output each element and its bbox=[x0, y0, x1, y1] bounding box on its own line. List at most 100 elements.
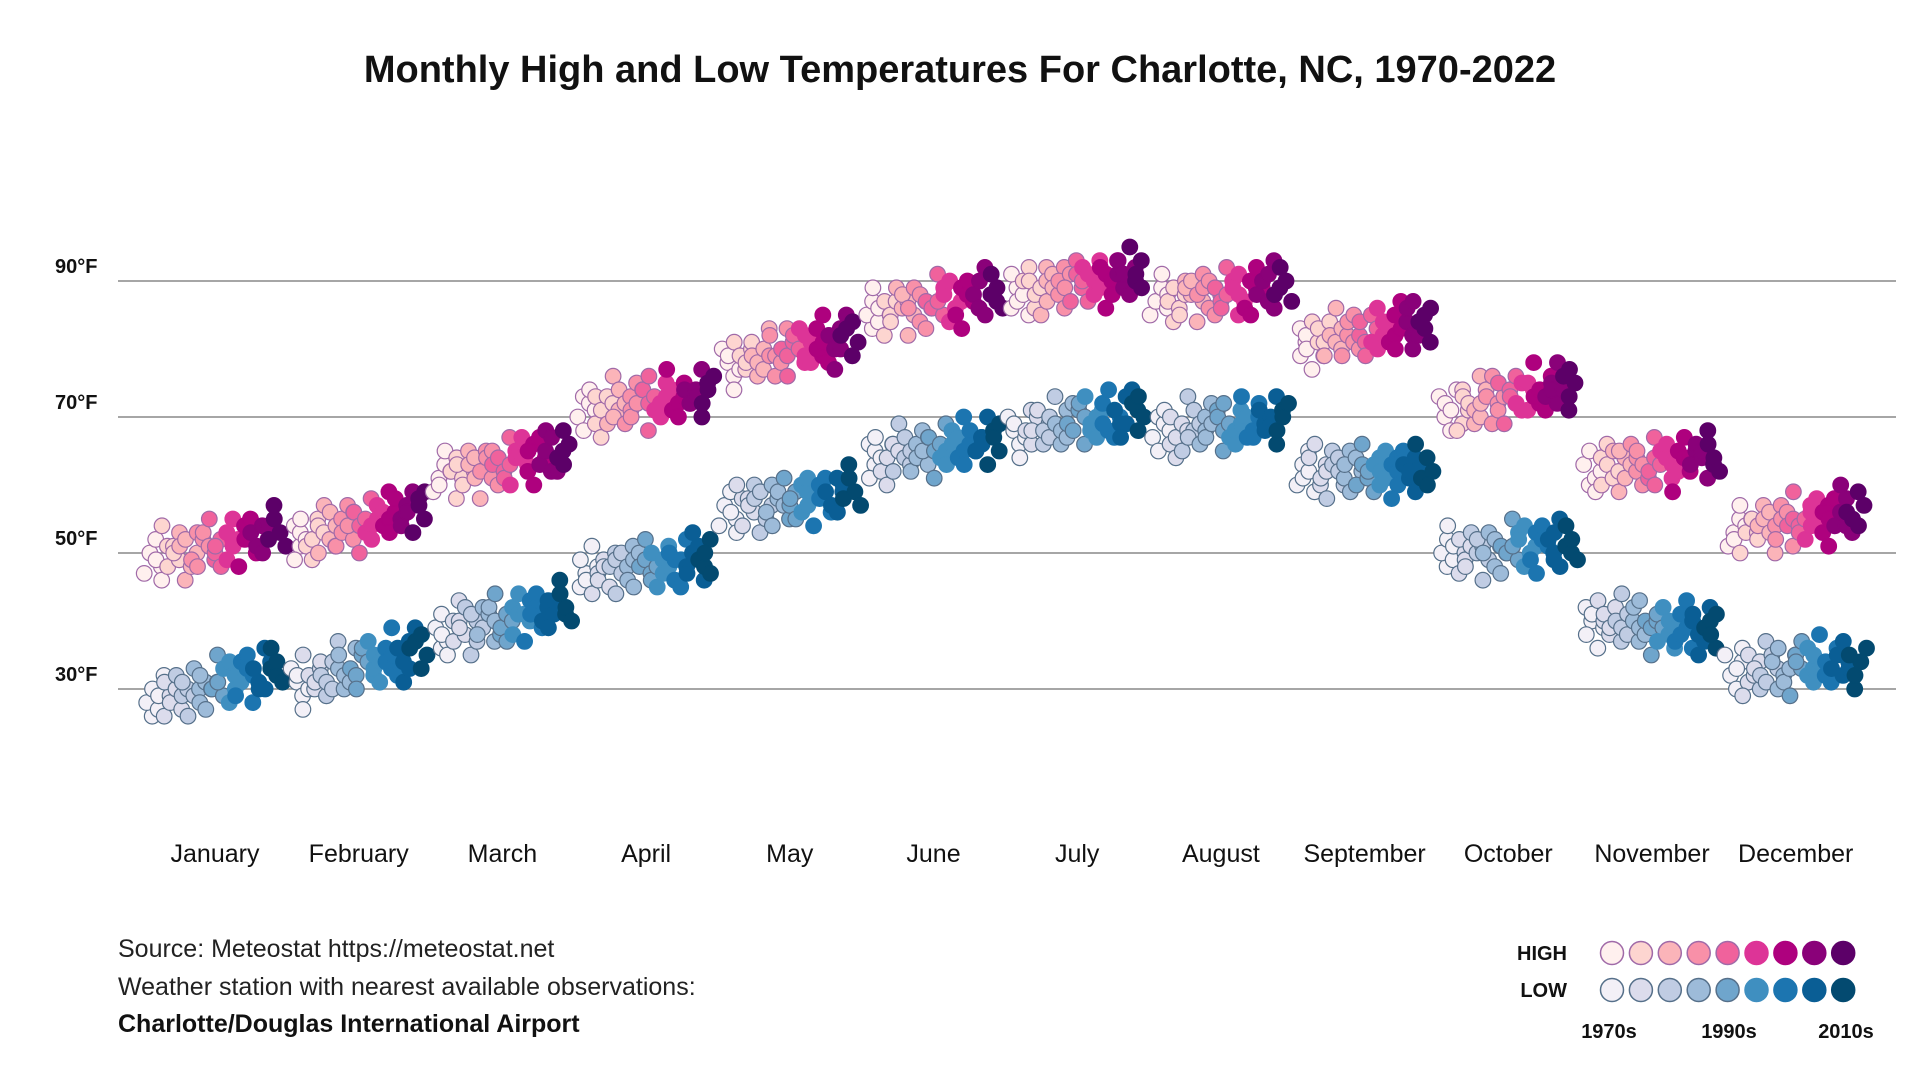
low-point bbox=[294, 646, 312, 664]
x-axis-month-labels: January February March April May June July Augu… bbox=[171, 840, 1854, 868]
high-point bbox=[1171, 306, 1188, 324]
low-point bbox=[1707, 605, 1725, 623]
high-point bbox=[1784, 483, 1802, 501]
high-point bbox=[1133, 279, 1150, 297]
low-point bbox=[238, 646, 256, 664]
low-point bbox=[1858, 639, 1875, 657]
high-point bbox=[153, 517, 171, 535]
low-point bbox=[1094, 415, 1112, 433]
legend-high-swatch bbox=[1773, 940, 1798, 966]
low-point bbox=[1684, 605, 1702, 623]
low-point bbox=[1728, 660, 1746, 677]
low-point bbox=[1100, 381, 1117, 399]
low-point bbox=[607, 585, 625, 603]
month-label: August bbox=[1182, 840, 1260, 868]
high-point bbox=[1277, 272, 1295, 290]
legend-low-swatch bbox=[1830, 977, 1856, 1003]
high-point bbox=[988, 279, 1006, 297]
low-point bbox=[696, 544, 714, 562]
legend-low-swatch bbox=[1773, 977, 1798, 1003]
low-point bbox=[1734, 687, 1752, 705]
legend-high-swatch bbox=[1599, 940, 1625, 966]
legend-high-swatch bbox=[1657, 940, 1683, 966]
low-point bbox=[1280, 395, 1297, 412]
high-point bbox=[200, 510, 218, 528]
low-point bbox=[1642, 646, 1660, 664]
high-point bbox=[1646, 476, 1664, 494]
high-point bbox=[1561, 361, 1578, 378]
high-point bbox=[761, 327, 779, 344]
month-label: November bbox=[1594, 840, 1709, 868]
month-label: April bbox=[621, 840, 671, 868]
low-point bbox=[371, 673, 389, 691]
low-point bbox=[1492, 565, 1510, 582]
high-point bbox=[351, 544, 368, 562]
low-point bbox=[418, 646, 436, 664]
high-point bbox=[1422, 299, 1439, 317]
low-point bbox=[775, 469, 793, 487]
low-point bbox=[1781, 687, 1799, 705]
high-point bbox=[430, 476, 448, 494]
high-point bbox=[640, 422, 657, 440]
high-point bbox=[555, 456, 572, 474]
high-point bbox=[1442, 401, 1460, 419]
y-tick-label: 50°F bbox=[55, 528, 97, 550]
low-point bbox=[1318, 490, 1336, 508]
high-point bbox=[1495, 415, 1513, 433]
legend-high-swatch bbox=[1744, 940, 1769, 966]
legend-decade-1990s: 1990s bbox=[1701, 1021, 1757, 1043]
low-point bbox=[274, 673, 292, 691]
high-point bbox=[1121, 238, 1139, 256]
high-point bbox=[519, 442, 537, 460]
high-point bbox=[448, 490, 465, 508]
low-point bbox=[678, 565, 696, 582]
low-point bbox=[1569, 551, 1586, 569]
high-point bbox=[1767, 531, 1785, 548]
low-point bbox=[1811, 626, 1828, 643]
low-point bbox=[468, 626, 486, 643]
low-point bbox=[1474, 544, 1492, 562]
low-point bbox=[1076, 388, 1094, 406]
legend-low-swatch bbox=[1715, 977, 1740, 1003]
high-point bbox=[864, 279, 882, 297]
legend-low-swatch bbox=[1657, 977, 1683, 1003]
high-point bbox=[277, 537, 295, 555]
low-point bbox=[1563, 531, 1581, 548]
high-point bbox=[1850, 517, 1867, 535]
low-point bbox=[728, 476, 746, 494]
low-point bbox=[583, 537, 601, 555]
legend-high-swatch bbox=[1830, 940, 1856, 966]
station-name: Charlotte/Douglas International Airport bbox=[118, 1010, 580, 1038]
high-point bbox=[1266, 286, 1283, 304]
high-point bbox=[670, 408, 687, 426]
low-point bbox=[540, 619, 557, 637]
high-point bbox=[1327, 299, 1345, 317]
low-point bbox=[383, 619, 401, 637]
high-point bbox=[1731, 497, 1749, 514]
low-point bbox=[1678, 592, 1695, 609]
low-point bbox=[884, 463, 902, 480]
high-point bbox=[1820, 537, 1838, 555]
high-point bbox=[1242, 306, 1260, 324]
high-point bbox=[882, 313, 899, 331]
low-point bbox=[1528, 565, 1545, 582]
low-point bbox=[244, 694, 262, 711]
high-point bbox=[640, 367, 658, 385]
high-point bbox=[1153, 265, 1171, 283]
low-point bbox=[1439, 517, 1457, 535]
high-point bbox=[779, 367, 796, 385]
high-point bbox=[917, 320, 935, 338]
station-note: Weather station with nearest available o… bbox=[118, 973, 696, 1001]
low-point bbox=[852, 497, 869, 514]
y-tick-label: 70°F bbox=[55, 392, 97, 414]
low-point bbox=[197, 701, 215, 718]
month-label: May bbox=[766, 840, 814, 868]
high-point bbox=[135, 565, 153, 582]
low-point bbox=[1613, 585, 1631, 603]
high-point bbox=[292, 510, 310, 528]
chart-title: Monthly High and Low Temperatures For Ch… bbox=[364, 49, 1556, 91]
high-point bbox=[230, 558, 248, 575]
high-point bbox=[206, 537, 224, 555]
legend-low-label: LOW bbox=[1520, 980, 1567, 1002]
low-point bbox=[734, 517, 751, 535]
